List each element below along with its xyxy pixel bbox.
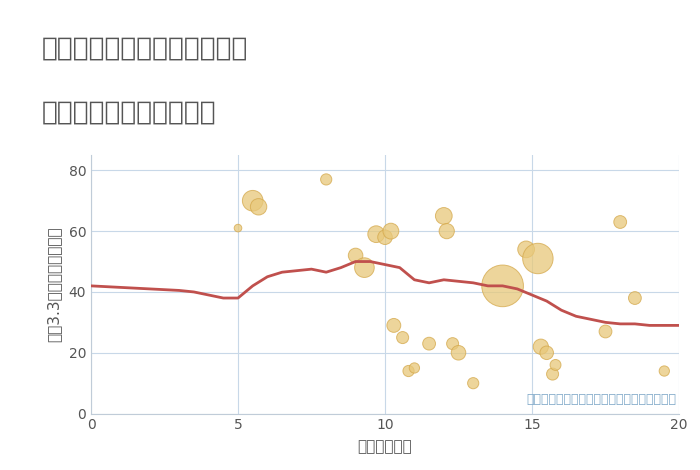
Point bbox=[447, 340, 458, 347]
Point bbox=[247, 197, 258, 204]
Point bbox=[468, 379, 479, 387]
Point bbox=[536, 343, 547, 351]
Point bbox=[497, 282, 508, 290]
Text: 兵庫県たつの市御津町黒崎の: 兵庫県たつの市御津町黒崎の bbox=[41, 36, 248, 62]
Point bbox=[521, 246, 532, 253]
Point bbox=[424, 340, 435, 347]
Point bbox=[409, 364, 420, 372]
Point bbox=[629, 294, 641, 302]
Point bbox=[453, 349, 464, 357]
Text: 円の大きさは、取引のあった物件面積を示す: 円の大きさは、取引のあった物件面積を示す bbox=[526, 393, 676, 406]
Point bbox=[321, 176, 332, 183]
Point bbox=[379, 234, 391, 241]
X-axis label: 駅距離（分）: 駅距離（分） bbox=[358, 439, 412, 454]
Point bbox=[397, 334, 408, 341]
Text: 駅距離別中古戸建て価格: 駅距離別中古戸建て価格 bbox=[41, 100, 216, 126]
Point bbox=[659, 367, 670, 375]
Point bbox=[359, 264, 370, 271]
Point bbox=[600, 328, 611, 335]
Point bbox=[403, 367, 414, 375]
Point bbox=[532, 255, 543, 262]
Point bbox=[550, 361, 561, 368]
Point bbox=[389, 321, 400, 329]
Point bbox=[541, 349, 552, 357]
Point bbox=[615, 218, 626, 226]
Point bbox=[438, 212, 449, 219]
Point bbox=[385, 227, 396, 235]
Point bbox=[350, 252, 361, 259]
Y-axis label: 坪（3.3㎡）単価（万円）: 坪（3.3㎡）単価（万円） bbox=[47, 227, 62, 342]
Point bbox=[232, 224, 244, 232]
Point bbox=[441, 227, 452, 235]
Point bbox=[547, 370, 558, 378]
Point bbox=[253, 203, 264, 211]
Point bbox=[370, 230, 382, 238]
